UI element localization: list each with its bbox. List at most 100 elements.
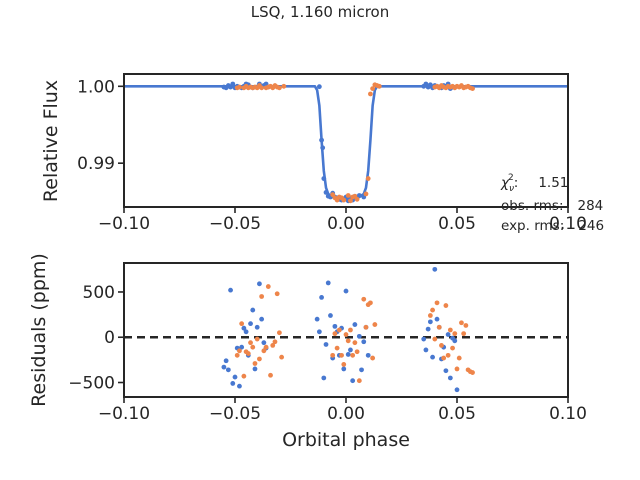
bottom-series-1-point bbox=[243, 329, 249, 335]
bottom-series-2-point bbox=[239, 321, 245, 327]
bottom-series-2-point bbox=[368, 300, 373, 306]
bottom-series-1-point bbox=[314, 316, 320, 322]
bottom-series-2-point bbox=[237, 348, 242, 354]
bottom-series-1-point bbox=[237, 383, 242, 389]
top-data-points bbox=[124, 81, 568, 204]
bottom-series-1-point bbox=[348, 347, 353, 353]
bottom-series-2-point bbox=[348, 327, 353, 333]
bottom-series-1-point bbox=[452, 338, 458, 344]
bottom-series-2-point bbox=[452, 331, 458, 337]
bottom-series-1-point bbox=[319, 295, 324, 300]
bottom-y-tick-label: −500 bbox=[68, 374, 115, 394]
bottom-series-1-point bbox=[239, 344, 245, 350]
top-y-axis-label: Relative Flux bbox=[40, 80, 62, 202]
top-series-1-point bbox=[316, 84, 322, 90]
exp-rms-value: 246 bbox=[578, 218, 604, 234]
chi2-value: 1.51 bbox=[538, 175, 568, 191]
bottom-series-2-point bbox=[361, 296, 367, 302]
top-series-1-point bbox=[323, 189, 329, 195]
bottom-x-tick-label: −0.10 bbox=[98, 404, 150, 424]
bottom-x-tick-label: 0.00 bbox=[327, 404, 365, 424]
bottom-series-1-point bbox=[445, 332, 451, 337]
bottom-series-2-point bbox=[439, 342, 444, 348]
top-series-1-point bbox=[319, 137, 324, 143]
bottom-series-1-point bbox=[343, 288, 349, 294]
bottom-series-1-point bbox=[350, 378, 356, 384]
chi2-symbol: χ bbox=[500, 175, 510, 191]
bottom-series-2-point bbox=[270, 342, 276, 348]
exp-rms-stat: exp. rms: 246 bbox=[501, 218, 604, 234]
bottom-series-2-point bbox=[250, 344, 256, 350]
bottom-series-1-point bbox=[365, 352, 371, 358]
bottom-series-2-point bbox=[277, 330, 282, 336]
bottom-series-1-point bbox=[323, 342, 329, 347]
chi2-superscript: 2 bbox=[508, 173, 514, 183]
bottom-series-2-point bbox=[454, 366, 460, 372]
bottom-y-tick-label: 500 bbox=[83, 283, 115, 303]
bottom-y-tick-label: 0 bbox=[104, 328, 115, 348]
bottom-series-2-point bbox=[265, 284, 271, 289]
bottom-series-1-point bbox=[223, 358, 229, 364]
bottom-data-points bbox=[221, 266, 475, 393]
bottom-series-1-point bbox=[423, 347, 429, 353]
bottom-series-1-point bbox=[248, 321, 253, 327]
exp-rms-label: exp. rms: bbox=[501, 218, 564, 234]
bottom-series-2-point bbox=[245, 351, 251, 356]
bottom-series-2-point bbox=[341, 362, 347, 367]
bottom-series-2-point bbox=[445, 352, 451, 358]
bottom-series-2-point bbox=[334, 345, 340, 351]
figure-title: LSQ, 1.160 micron bbox=[251, 3, 389, 21]
bottom-series-2-point bbox=[354, 349, 360, 355]
top-x-tick-label: 0.10 bbox=[549, 214, 587, 234]
top-series-2-point bbox=[376, 83, 382, 89]
bottom-series-2-point bbox=[356, 378, 362, 384]
bottom-series-2-point bbox=[461, 331, 467, 337]
top-series-2-point bbox=[370, 86, 376, 92]
bottom-series-2-point bbox=[430, 307, 435, 313]
chi2-subscript: ν bbox=[509, 184, 514, 194]
bottom-y-axis-label: Residuals (ppm) bbox=[28, 253, 50, 407]
obs-rms-label: obs. rms: bbox=[501, 198, 564, 214]
bottom-series-2-point bbox=[261, 348, 267, 354]
chi2-colon: : bbox=[514, 175, 519, 191]
bottom-series-2-point bbox=[330, 352, 336, 358]
bottom-series-1-point bbox=[316, 329, 322, 335]
top-y-tick-label: 1.00 bbox=[77, 77, 115, 97]
bottom-series-2-point bbox=[257, 356, 262, 362]
top-series-2-point bbox=[354, 196, 360, 202]
bottom-series-2-point bbox=[272, 339, 278, 345]
bottom-series-1-point bbox=[345, 352, 351, 357]
bottom-series-2-point bbox=[336, 327, 342, 333]
bottom-panel-frame bbox=[123, 262, 569, 398]
bottom-series-1-point bbox=[430, 354, 435, 360]
bottom-series-1-point bbox=[352, 322, 358, 327]
bottom-series-1-point bbox=[361, 339, 367, 345]
top-axis-ticks: −0.10 −0.05 0.00 0.05 0.10 0.99 1.00 bbox=[77, 77, 587, 234]
bottom-series-2-point bbox=[443, 303, 449, 308]
bottom-series-2-point bbox=[434, 300, 440, 306]
bottom-series-1-point bbox=[252, 366, 258, 372]
obs-rms-value: 284 bbox=[578, 198, 604, 214]
top-series-2-point bbox=[259, 85, 265, 91]
bottom-series-2-point bbox=[343, 332, 349, 337]
bottom-series-2-point bbox=[234, 352, 240, 358]
bottom-series-2-point bbox=[279, 354, 285, 360]
bottom-series-2-point bbox=[274, 291, 280, 297]
top-series-2-point bbox=[368, 91, 373, 97]
bottom-series-2-point bbox=[441, 355, 447, 361]
x-axis-label: Orbital phase bbox=[282, 429, 410, 451]
bottom-series-1-point bbox=[225, 367, 231, 373]
bottom-series-1-point bbox=[328, 313, 333, 318]
bottom-series-1-point bbox=[250, 307, 256, 313]
bottom-series-2-point bbox=[345, 338, 351, 344]
bottom-series-1-point bbox=[432, 266, 438, 272]
top-x-tick-label: 0.00 bbox=[327, 214, 365, 234]
bottom-series-1-point bbox=[228, 287, 233, 293]
chi2-stat: χν2: 1.51 bbox=[500, 173, 568, 194]
bottom-series-1-point bbox=[325, 280, 331, 286]
top-series-2-point bbox=[363, 191, 369, 197]
bottom-series-1-point bbox=[443, 368, 449, 374]
bottom-series-1-point bbox=[427, 319, 433, 325]
bottom-series-2-point bbox=[372, 322, 378, 327]
